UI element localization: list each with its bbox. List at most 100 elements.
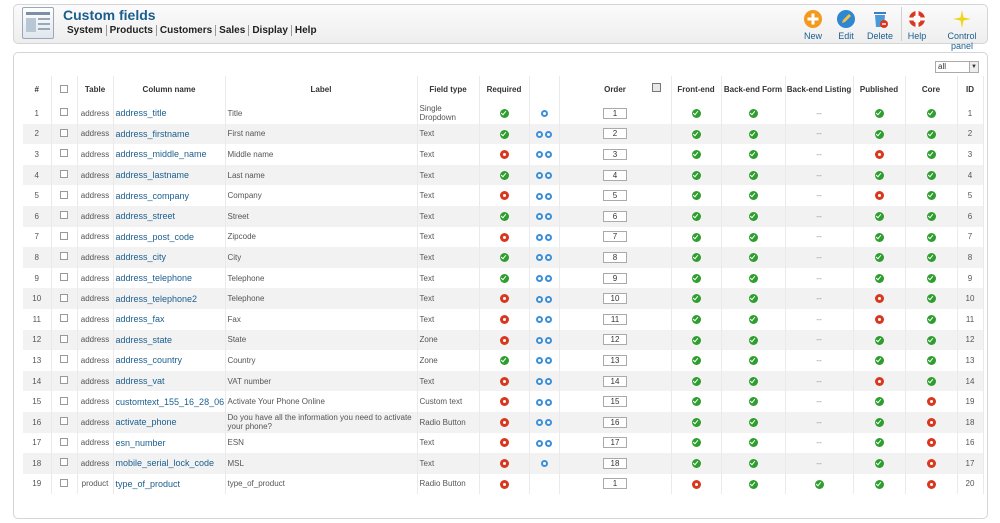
row-checkbox[interactable] [60,293,68,302]
row-checkbox[interactable] [60,108,68,117]
move-up-icon[interactable] [536,233,543,241]
row-checkbox[interactable] [60,478,68,487]
core-check-icon[interactable] [926,232,936,242]
front-end-check-icon[interactable] [691,253,701,263]
row-required[interactable] [479,205,530,227]
move-up-icon[interactable] [536,295,543,303]
row-back-end-form[interactable] [721,103,786,124]
row-checkbox[interactable] [60,128,68,137]
row-select[interactable] [51,226,78,248]
row-required[interactable] [479,144,530,165]
move-down-icon[interactable] [545,377,552,385]
row-column-name-link[interactable]: address_title [113,103,226,124]
core-cross-icon[interactable] [926,417,936,427]
row-select[interactable] [51,123,78,145]
row-back-end-listing[interactable]: -- [785,103,854,124]
row-back-end-listing[interactable]: -- [785,329,854,351]
move-down-icon[interactable] [545,171,552,179]
row-back-end-form[interactable] [721,308,786,330]
col-order[interactable]: Order [559,76,672,103]
col-table[interactable]: Table [77,76,114,103]
row-published[interactable] [853,473,906,495]
published-cross-icon[interactable] [874,191,884,201]
row-select[interactable] [51,473,78,495]
row-back-end-listing[interactable]: -- [785,247,854,268]
front-end-check-icon[interactable] [691,232,701,242]
row-checkbox[interactable] [60,149,68,158]
front-end-check-icon[interactable] [691,108,701,118]
row-required[interactable] [479,288,530,309]
row-column-name-link[interactable]: address_middle_name [113,144,226,165]
row-back-end-listing[interactable] [785,473,854,495]
front-end-check-icon[interactable] [691,191,701,201]
row-required[interactable] [479,185,530,206]
required-check-icon[interactable] [499,356,509,366]
back-end-form-check-icon[interactable] [748,294,758,304]
front-end-check-icon[interactable] [691,417,701,427]
col-back-end-form[interactable]: Back-end Form [721,76,786,103]
row-select[interactable] [51,205,78,227]
back-end-form-check-icon[interactable] [748,108,758,118]
published-check-icon[interactable] [874,273,884,283]
col-id[interactable]: ID [957,76,984,103]
required-cross-icon[interactable] [499,294,509,304]
back-end-form-check-icon[interactable] [748,459,758,469]
row-checkbox[interactable] [60,314,68,323]
col-back-end-listing[interactable]: Back-end Listing [785,76,854,103]
required-cross-icon[interactable] [499,150,509,160]
required-check-icon[interactable] [499,211,509,221]
required-cross-icon[interactable] [499,314,509,324]
row-back-end-form[interactable] [721,226,786,248]
row-select[interactable] [51,350,78,371]
core-check-icon[interactable] [926,150,936,160]
move-down-icon[interactable] [545,233,552,241]
move-down-icon[interactable] [545,336,552,344]
front-end-check-icon[interactable] [691,459,701,469]
row-select[interactable] [51,164,78,186]
order-input[interactable]: 11 [603,313,627,325]
order-input[interactable]: 2 [603,128,627,140]
row-core[interactable] [905,308,958,330]
required-check-icon[interactable] [499,108,509,118]
row-front-end[interactable] [671,164,722,186]
core-cross-icon[interactable] [926,479,936,489]
row-published[interactable] [853,185,906,206]
front-end-check-icon[interactable] [691,356,701,366]
back-end-form-check-icon[interactable] [748,438,758,448]
row-back-end-listing[interactable]: -- [785,205,854,227]
back-end-form-check-icon[interactable] [748,191,758,201]
move-down-icon[interactable] [545,151,552,159]
menu-display[interactable]: Display [249,25,292,36]
row-front-end[interactable] [671,453,722,474]
core-check-icon[interactable] [926,314,936,324]
row-core[interactable] [905,411,958,433]
row-back-end-form[interactable] [721,453,786,474]
row-back-end-listing[interactable]: -- [785,185,854,206]
row-select[interactable] [51,329,78,351]
col-required[interactable]: Required [479,76,530,103]
row-select[interactable] [51,411,78,433]
core-check-icon[interactable] [926,211,936,221]
row-published[interactable] [853,267,906,289]
back-end-form-check-icon[interactable] [748,232,758,242]
row-required[interactable] [479,123,530,145]
front-end-check-icon[interactable] [691,150,701,160]
row-back-end-form[interactable] [721,123,786,145]
back-end-form-check-icon[interactable] [748,211,758,221]
row-core[interactable] [905,185,958,206]
move-up-icon[interactable] [536,213,543,221]
published-check-icon[interactable] [874,335,884,345]
required-cross-icon[interactable] [499,438,509,448]
front-end-check-icon[interactable] [691,335,701,345]
row-column-name-link[interactable]: activate_phone [113,411,226,433]
core-check-icon[interactable] [926,129,936,139]
row-select[interactable] [51,370,78,392]
row-checkbox[interactable] [60,396,68,405]
core-check-icon[interactable] [926,335,936,345]
menu-system[interactable]: System [67,25,107,36]
published-check-icon[interactable] [874,232,884,242]
published-cross-icon[interactable] [874,150,884,160]
required-cross-icon[interactable] [499,232,509,242]
row-published[interactable] [853,164,906,186]
required-check-icon[interactable] [499,170,509,180]
